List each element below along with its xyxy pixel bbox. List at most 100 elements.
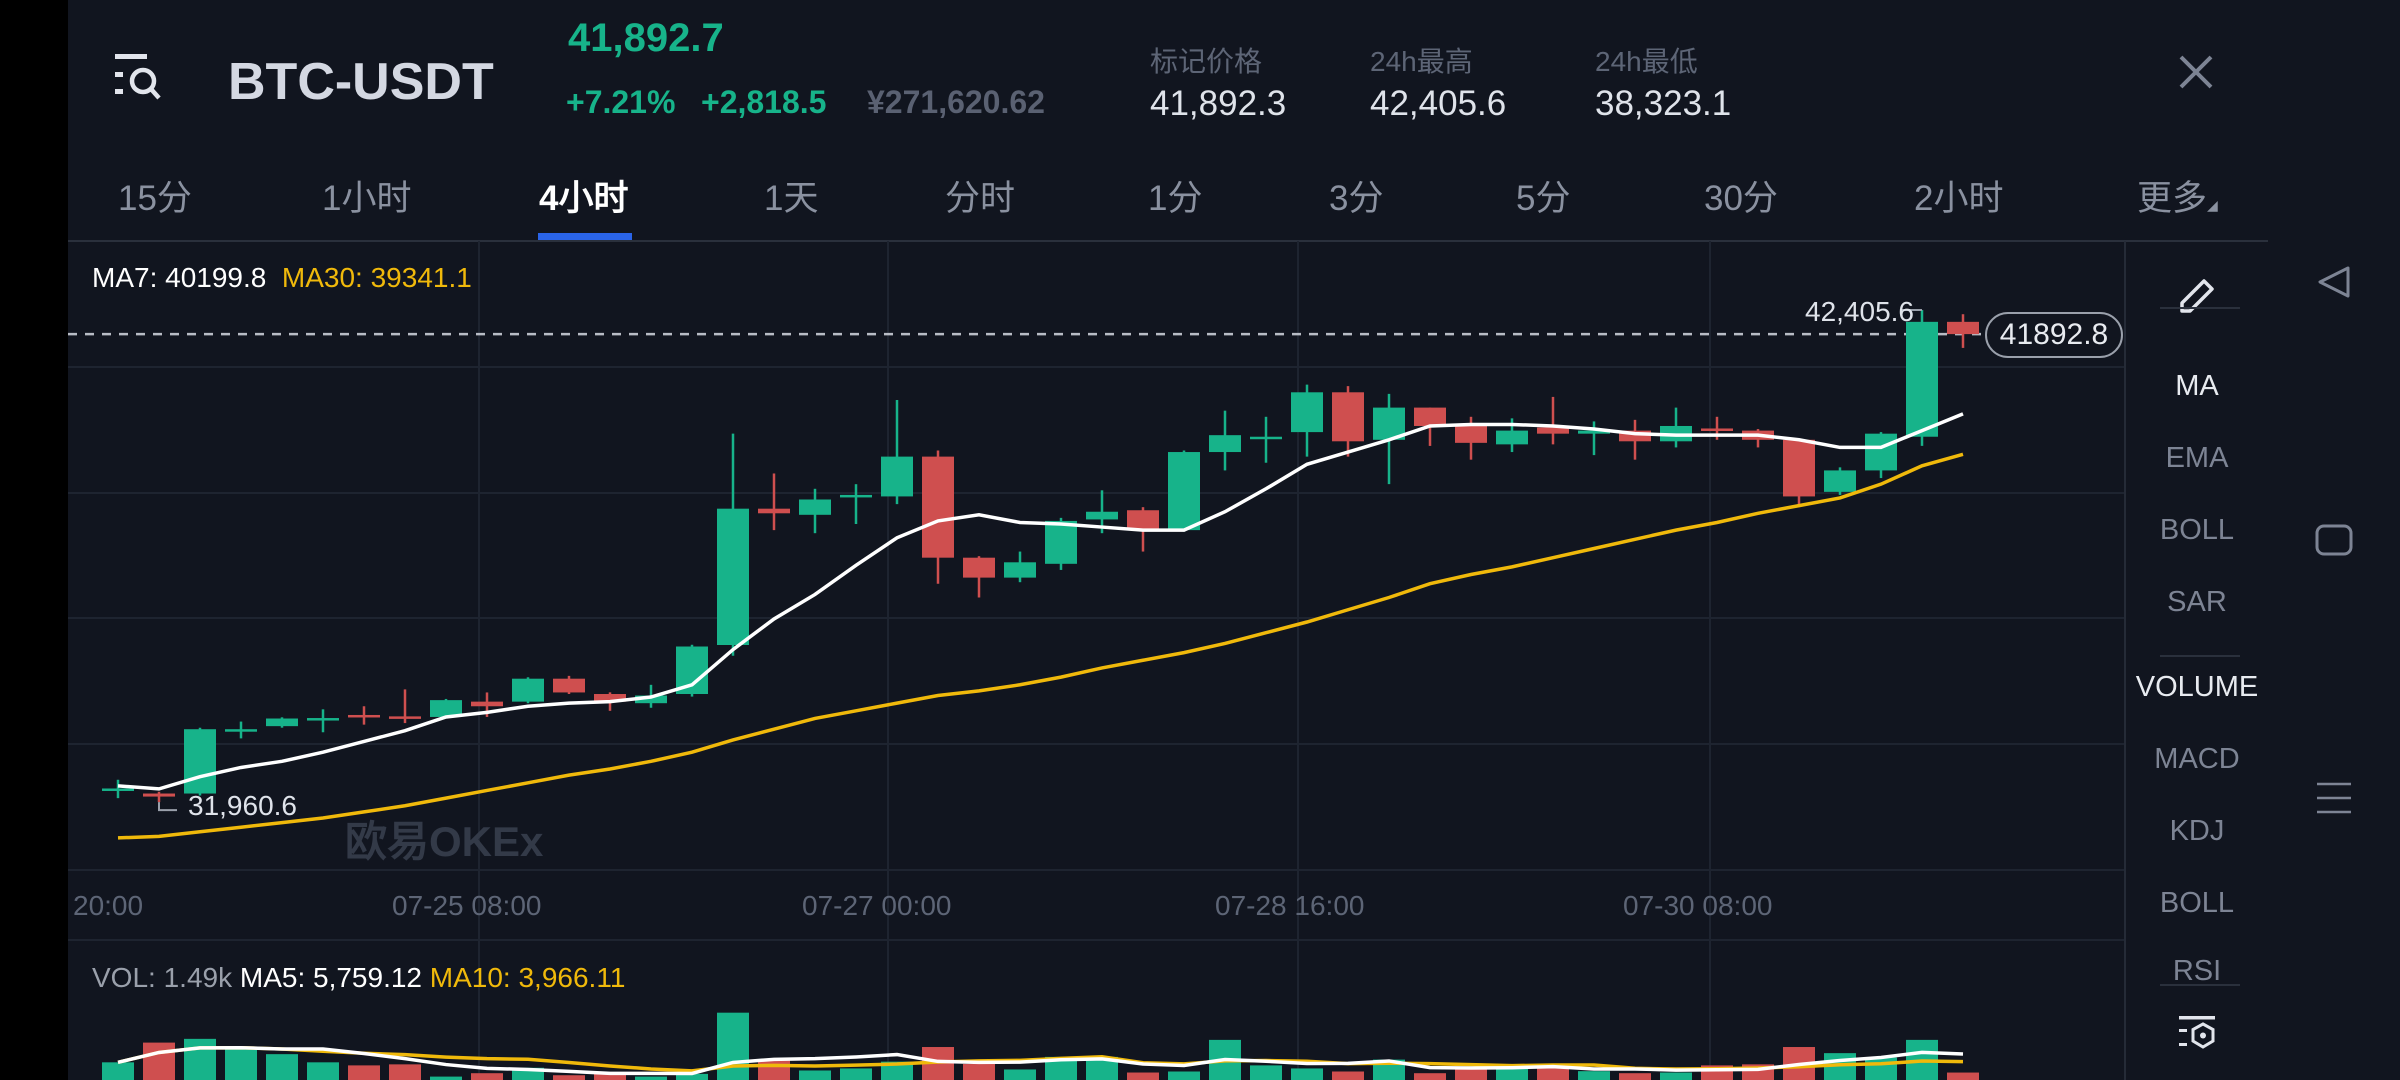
candle-body (1209, 435, 1241, 453)
divider (68, 240, 2268, 242)
low-24h-value: 38,323.1 (1595, 84, 1732, 123)
x-tick: 07-28 16:00 (1215, 890, 1365, 921)
tab-2h[interactable]: 2小时 (1914, 179, 2004, 218)
tab-4h[interactable]: 4小时 (539, 179, 629, 218)
nav-recents-icon[interactable] (2314, 778, 2354, 818)
volume-ma5-line (117, 1045, 1964, 1076)
indicator-rsi[interactable]: RSI (2172, 955, 2222, 983)
indicator-macd[interactable]: MACD (2154, 743, 2240, 775)
volume-bar (1660, 1072, 1692, 1080)
volume-bar (307, 1062, 339, 1080)
volume-bar (389, 1064, 421, 1080)
candle-body (922, 456, 954, 558)
candle-body (1127, 510, 1159, 529)
pencil-icon[interactable] (2178, 275, 2218, 315)
candle-body (225, 729, 257, 732)
candle-body (184, 729, 216, 794)
indicator-kdj[interactable]: KDJ (2169, 815, 2225, 847)
x-tick: 07-30 08:00 (1623, 890, 1773, 921)
indicator-ema[interactable]: EMA (2165, 442, 2229, 474)
tab-1m[interactable]: 1分 (1148, 179, 1203, 218)
volume-bar (717, 1012, 749, 1080)
candle-body (1783, 439, 1815, 497)
volume-bar (594, 1073, 626, 1080)
candle-body (1045, 520, 1077, 564)
candle-body (512, 678, 544, 702)
candle-body (1947, 321, 1979, 335)
divider (2160, 984, 2240, 986)
tab-30m[interactable]: 30分 (1704, 179, 1778, 218)
indicator-boll-sub[interactable]: BOLL (2159, 887, 2235, 919)
candle-body (881, 456, 913, 497)
ma7-value: MA7: 40199.8 (92, 262, 267, 293)
last-price: 41,892.7 (568, 16, 724, 60)
candle-body (1455, 425, 1487, 443)
volume-bar (553, 1075, 585, 1080)
low-marker-line (158, 802, 177, 812)
volume-bar (1250, 1065, 1282, 1080)
candle-body (389, 716, 421, 719)
active-tab-indicator (538, 233, 632, 240)
tab-15m[interactable]: 15分 (118, 179, 192, 218)
candle-body (143, 793, 175, 797)
high-24h-value: 42,405.6 (1370, 84, 1507, 123)
tab-1d[interactable]: 1天 (764, 179, 819, 218)
tab-1h[interactable]: 1小时 (322, 179, 412, 218)
candle-body (1824, 470, 1856, 492)
volume-bar (102, 1062, 134, 1080)
divider (2160, 307, 2240, 309)
candle-body (1414, 407, 1446, 426)
candle-body (102, 788, 134, 791)
candle-body (758, 508, 790, 514)
indicator-volume[interactable]: VOLUME (2135, 671, 2259, 703)
divider (2160, 655, 2240, 657)
indicator-sar[interactable]: SAR (2167, 586, 2227, 618)
volume-bar (225, 1047, 257, 1080)
tab-3m[interactable]: 3分 (1329, 179, 1384, 218)
volume-bar (840, 1068, 872, 1080)
x-tick: 20:00 (73, 890, 144, 921)
indicator-ma[interactable]: MA (2175, 370, 2219, 402)
nav-home-icon[interactable] (2314, 520, 2354, 560)
candle-body (1168, 452, 1200, 531)
candle-body (1578, 430, 1610, 434)
volume-bar (635, 1076, 667, 1080)
candle-body (635, 695, 667, 704)
volume-bar (1086, 1056, 1118, 1080)
volume-bar (1127, 1072, 1159, 1080)
volume-bar (348, 1065, 380, 1080)
x-tick: 07-25 08:00 (392, 890, 542, 921)
tab-more-label: 更多 (2137, 179, 2208, 218)
close-icon[interactable] (2178, 54, 2214, 90)
caret-icon: ◢ (2207, 197, 2218, 213)
candle-body (717, 508, 749, 645)
tab-more[interactable]: 更多◢ (2137, 170, 2218, 221)
tab-timeline[interactable]: 分时 (945, 179, 1016, 218)
volume-bar (881, 1061, 913, 1080)
volume-bar (1619, 1073, 1651, 1080)
volume-bar (1168, 1071, 1200, 1080)
ma5-value: MA5: 5,759.12 (239, 962, 422, 993)
candle-body (963, 557, 995, 578)
volume-bar (471, 1073, 503, 1080)
volume-bar (1004, 1069, 1036, 1080)
nav-back-icon[interactable] (2314, 262, 2354, 302)
candle-body (1250, 436, 1282, 440)
candle-body (1906, 321, 1938, 437)
volume-bar (758, 1059, 790, 1080)
ma7-line (117, 412, 1964, 791)
candle-body (430, 700, 462, 717)
candlestick-chart[interactable] (0, 0, 2124, 1080)
tab-5m[interactable]: 5分 (1516, 179, 1571, 218)
candle-body (1496, 430, 1528, 445)
candle-body (1701, 428, 1733, 431)
cny-price: ¥271,620.62 (867, 84, 1045, 120)
volume-bar (1414, 1073, 1446, 1080)
indicator-boll[interactable]: BOLL (2159, 514, 2235, 546)
candle-body (1086, 511, 1118, 520)
pair-title[interactable]: BTC-USDT (228, 53, 494, 111)
search-menu-icon[interactable] (115, 52, 167, 102)
indicator-settings-icon[interactable] (2177, 1014, 2217, 1054)
candle-body (1865, 433, 1897, 471)
volume-bar (1291, 1068, 1323, 1080)
